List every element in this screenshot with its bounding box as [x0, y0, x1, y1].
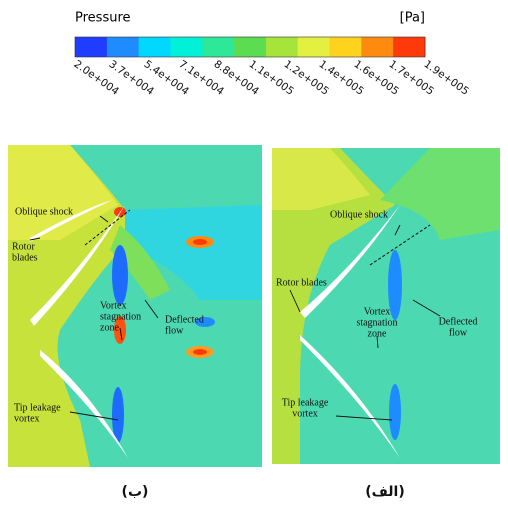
colorbar-segment [234, 37, 267, 57]
annotation: Deflected [165, 314, 204, 325]
annotation: stagnation [356, 317, 397, 328]
panel-label: (ب) [122, 484, 149, 500]
annotation: Vortex [100, 300, 126, 311]
annotation: zone [100, 322, 119, 333]
annotation-arrow [412, 299, 441, 317]
colorbar-segment [361, 37, 394, 57]
colorbar-segment [106, 37, 140, 57]
annotation: flow [449, 327, 468, 338]
colorbar-segment [75, 37, 108, 57]
annotation: Rotor [12, 241, 35, 252]
annotation: Tip leakage [14, 402, 61, 413]
annotation: Deflected [439, 316, 478, 327]
colorbar-segment [138, 37, 171, 57]
panel-label: (الف) [365, 484, 405, 500]
colorbar-frame [74, 36, 426, 58]
annotation: Vortex [364, 306, 390, 317]
annotation-arrow [69, 411, 119, 421]
annotation-arrow [144, 299, 159, 319]
colorbar-segment [297, 37, 331, 57]
colorbar-segment [393, 37, 426, 57]
annotation-arrow [119, 327, 123, 341]
colorbar-segment [265, 37, 299, 57]
annotation: blades [12, 252, 38, 263]
annotation-arrow [289, 289, 301, 313]
colorbar-segment [170, 37, 203, 57]
annotation: Oblique shock [15, 206, 73, 217]
annotation: stagnation [100, 311, 141, 322]
annotation-arrow [335, 415, 393, 421]
colorbar-segment [202, 37, 235, 57]
annotation-arrow [99, 215, 109, 223]
annotation-arrow [394, 224, 401, 236]
contour-left [8, 145, 262, 467]
colorbar-title: Pressure [75, 11, 131, 26]
colorbar-unit: [Pa] [400, 11, 425, 26]
annotation: vortex [14, 413, 40, 424]
annotation: vortex [292, 408, 318, 419]
annotation: Oblique shock [330, 209, 388, 220]
colorbar-segment [329, 37, 362, 57]
contour-right [272, 148, 500, 464]
annotations: Oblique shockRotorbladesVortexstagnation… [12, 206, 477, 424]
annotation: flow [165, 325, 184, 336]
annotation: zone [368, 328, 387, 339]
annotation-arrow [376, 335, 379, 349]
annotation-arrow [29, 237, 41, 241]
annotation: Rotor blades [276, 277, 327, 288]
annotation: Tip leakage [282, 397, 329, 408]
